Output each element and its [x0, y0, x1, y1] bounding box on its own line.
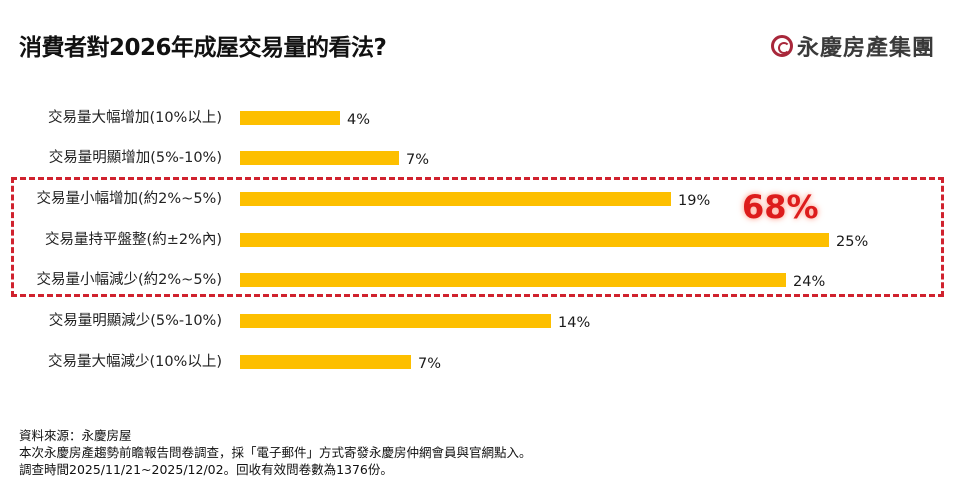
bar-row: 交易量明顯增加(5%-10%) 7%	[0, 148, 960, 168]
chart-title: 消費者對2026年成屋交易量的看法?	[19, 35, 387, 61]
bar	[240, 151, 399, 165]
category-label: 交易量大幅增加(10%以上)	[47, 110, 222, 126]
category-label: 交易量小幅增加(約2%~5%)	[36, 191, 222, 207]
bar	[240, 273, 786, 287]
brand-logo: 永慶房產集團	[771, 30, 935, 62]
bar-row: 交易量小幅增加(約2%~5%) 19%	[0, 189, 960, 209]
category-label: 交易量明顯增加(5%-10%)	[48, 150, 222, 166]
value-label: 24%	[793, 274, 826, 290]
bar-row: 交易量大幅減少(10%以上) 7%	[0, 352, 960, 372]
source-note: 資料來源：永慶房屋	[19, 428, 132, 443]
method-note: 本次永慶房產趨勢前瞻報告問卷調查，採「電子郵件」方式寄發永慶房仲網會員與官網點入…	[19, 445, 532, 460]
value-label: 4%	[347, 112, 371, 128]
value-label: 19%	[678, 193, 711, 209]
highlight-dashed-box	[11, 177, 944, 297]
footnotes: 資料來源：永慶房屋 本次永慶房產趨勢前瞻報告問卷調查，採「電子郵件」方式寄發永慶…	[19, 427, 532, 478]
bar	[240, 192, 671, 206]
value-label: 14%	[558, 315, 591, 331]
value-label: 7%	[406, 152, 430, 168]
bar	[240, 233, 829, 247]
category-label: 交易量小幅減少(約2%~5%)	[36, 272, 222, 288]
bar	[240, 355, 411, 369]
highlight-total: 68%	[742, 188, 819, 226]
bar-row: 交易量小幅減少(約2%~5%) 24%	[0, 270, 960, 290]
bar	[240, 314, 551, 328]
category-label: 交易量持平盤整(約±2%內)	[45, 232, 222, 248]
bar-row: 交易量大幅增加(10%以上) 4%	[0, 108, 960, 128]
brand-name: 永慶房產集團	[797, 36, 936, 61]
bar-row: 交易量明顯減少(5%-10%) 14%	[0, 311, 960, 331]
value-label: 25%	[836, 234, 869, 250]
survey-period-note: 調查時間2025/11/21~2025/12/02。回收有效問卷數為1376份。	[19, 462, 393, 477]
value-label: 7%	[418, 356, 442, 372]
bar	[240, 111, 340, 125]
yungching-swirl-icon	[771, 35, 793, 57]
category-label: 交易量明顯減少(5%-10%)	[48, 313, 222, 329]
category-label: 交易量大幅減少(10%以上)	[47, 354, 222, 370]
bar-row: 交易量持平盤整(約±2%內) 25%	[0, 230, 960, 250]
